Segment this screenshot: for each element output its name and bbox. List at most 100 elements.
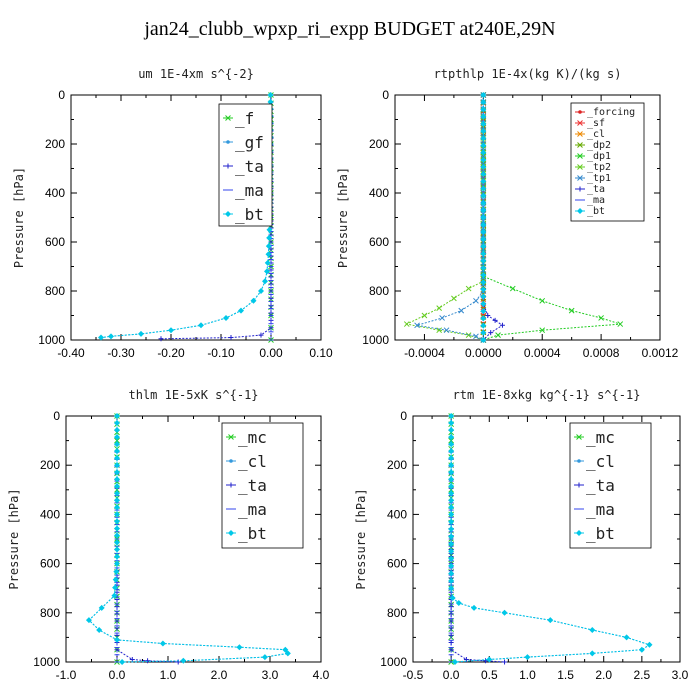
- data-point-bt: [480, 250, 487, 257]
- series-line-ta: [116, 416, 179, 663]
- data-point-bt: [114, 511, 120, 518]
- legend-label: _mc: [238, 428, 267, 447]
- legend: _mc _cl _ta _ma _bt: [221, 422, 304, 549]
- y-tick-label: 200: [369, 137, 389, 151]
- x-tick-label: -0.30: [107, 346, 135, 360]
- y-tick-label: 200: [40, 458, 60, 472]
- data-point-dp1: [539, 297, 546, 304]
- panel-title: thlm 1E-5xK s^{-1}: [128, 388, 258, 402]
- data-point-bt: [448, 483, 455, 490]
- data-point-tp1: [439, 315, 445, 321]
- data-point-tp2: [451, 295, 457, 302]
- data-point-bt: [114, 441, 120, 448]
- y-axis-label: Pressure [hPa]: [12, 167, 26, 268]
- chart-panel-thlm: thlm 1E-5xK s^{-1} Pressure [hPa] 0 200 400 6…: [7, 388, 330, 682]
- data-point-bt: [448, 563, 455, 570]
- legend-marker: [225, 211, 231, 217]
- data-point-bt: [114, 462, 120, 469]
- data-point-tp1: [473, 333, 479, 340]
- legend-label: _f: [235, 109, 254, 128]
- panel-title: um 1E-4xm s^{-2}: [138, 67, 254, 81]
- data-point-bt: [480, 149, 487, 156]
- legend-marker: [228, 482, 234, 488]
- data-point-bt: [501, 609, 508, 616]
- data-point-bt: [262, 278, 268, 285]
- data-point-bt: [480, 315, 487, 322]
- data-point-ta: [492, 317, 498, 323]
- data-point-bt: [258, 288, 264, 294]
- data-point-bt: [198, 322, 204, 329]
- x-tick-label: -1.0: [56, 668, 77, 682]
- data-point-bt: [623, 634, 630, 641]
- data-point-bt: [114, 420, 120, 427]
- data-point-bt: [265, 243, 272, 250]
- data-point-tp2: [436, 327, 443, 334]
- data-point-bt: [264, 268, 270, 275]
- data-point-bt: [267, 99, 274, 105]
- data-point-bt: [114, 532, 120, 539]
- data-point-bt: [114, 560, 120, 567]
- y-axis-label: Pressure [hPa]: [354, 488, 368, 589]
- legend-label: _mc: [586, 428, 615, 447]
- series-line-ta: [450, 416, 505, 663]
- data-point-bt: [486, 656, 493, 663]
- legend-label: _cl: [238, 452, 267, 471]
- data-point-tp1: [443, 327, 450, 334]
- y-tick-label: 600: [40, 557, 60, 571]
- data-point-bt: [98, 604, 105, 611]
- data-point-bt: [114, 483, 120, 490]
- data-point-bt: [480, 236, 487, 243]
- data-point-bt: [638, 646, 645, 653]
- legend-label: _tp1: [587, 173, 611, 184]
- data-point-bt: [480, 178, 487, 185]
- panel-title: rtm 1E-8xkg kg^{-1} s^{-1}: [453, 388, 641, 402]
- y-tick-label: 0: [382, 88, 389, 102]
- legend-marker: [577, 131, 583, 137]
- data-point-bt: [480, 279, 487, 286]
- data-point-bt: [114, 490, 120, 497]
- data-point-bt: [480, 243, 487, 250]
- legend-label: _tp2: [587, 162, 611, 173]
- data-point-bt: [448, 448, 455, 455]
- data-point-ta: [502, 659, 508, 665]
- data-point-bt: [480, 99, 487, 106]
- data-point-ta: [485, 313, 491, 318]
- data-point-bt: [449, 595, 456, 602]
- x-tick-label: 0.0012: [642, 346, 679, 360]
- data-point-bt: [480, 171, 487, 178]
- legend-marker: [577, 153, 583, 159]
- data-point-bt: [180, 657, 187, 664]
- y-axis-label: Pressure [hPa]: [336, 167, 350, 268]
- data-point-bt: [114, 497, 120, 504]
- y-tick-label: 800: [45, 284, 65, 298]
- legend: _mc _cl _ta _ma _bt: [569, 422, 652, 549]
- legend-label: _ta: [235, 157, 264, 176]
- data-point-bt: [480, 113, 487, 120]
- legend-label: _cl: [586, 452, 615, 471]
- series-line-tp1: [416, 95, 484, 341]
- data-point-bt: [448, 441, 455, 448]
- x-tick-label: 0.5: [481, 668, 498, 682]
- data-point-bt: [114, 518, 120, 525]
- data-point-dp1: [598, 315, 604, 321]
- data-point-bt: [480, 264, 487, 271]
- data-point-bt: [98, 334, 104, 341]
- y-tick-label: 1000: [38, 333, 65, 347]
- data-point-bt: [114, 476, 120, 483]
- legend-label: _bt: [238, 524, 267, 543]
- data-point-dp1: [539, 327, 546, 334]
- data-point-bt: [455, 599, 462, 606]
- legend-marker: [577, 175, 583, 181]
- series-line-tp2: [405, 95, 484, 341]
- data-point-bt: [113, 568, 120, 575]
- y-tick-label: 400: [387, 507, 407, 521]
- data-point-dp1: [568, 307, 575, 314]
- data-point-bt: [448, 455, 455, 462]
- y-tick-label: 400: [369, 186, 389, 200]
- data-point-bt: [114, 525, 120, 532]
- data-point-bt: [480, 156, 487, 163]
- x-tick-label: 0.0004: [524, 346, 561, 360]
- data-point-bt: [266, 226, 273, 233]
- data-point-bt: [480, 164, 487, 171]
- data-point-bt: [267, 92, 274, 98]
